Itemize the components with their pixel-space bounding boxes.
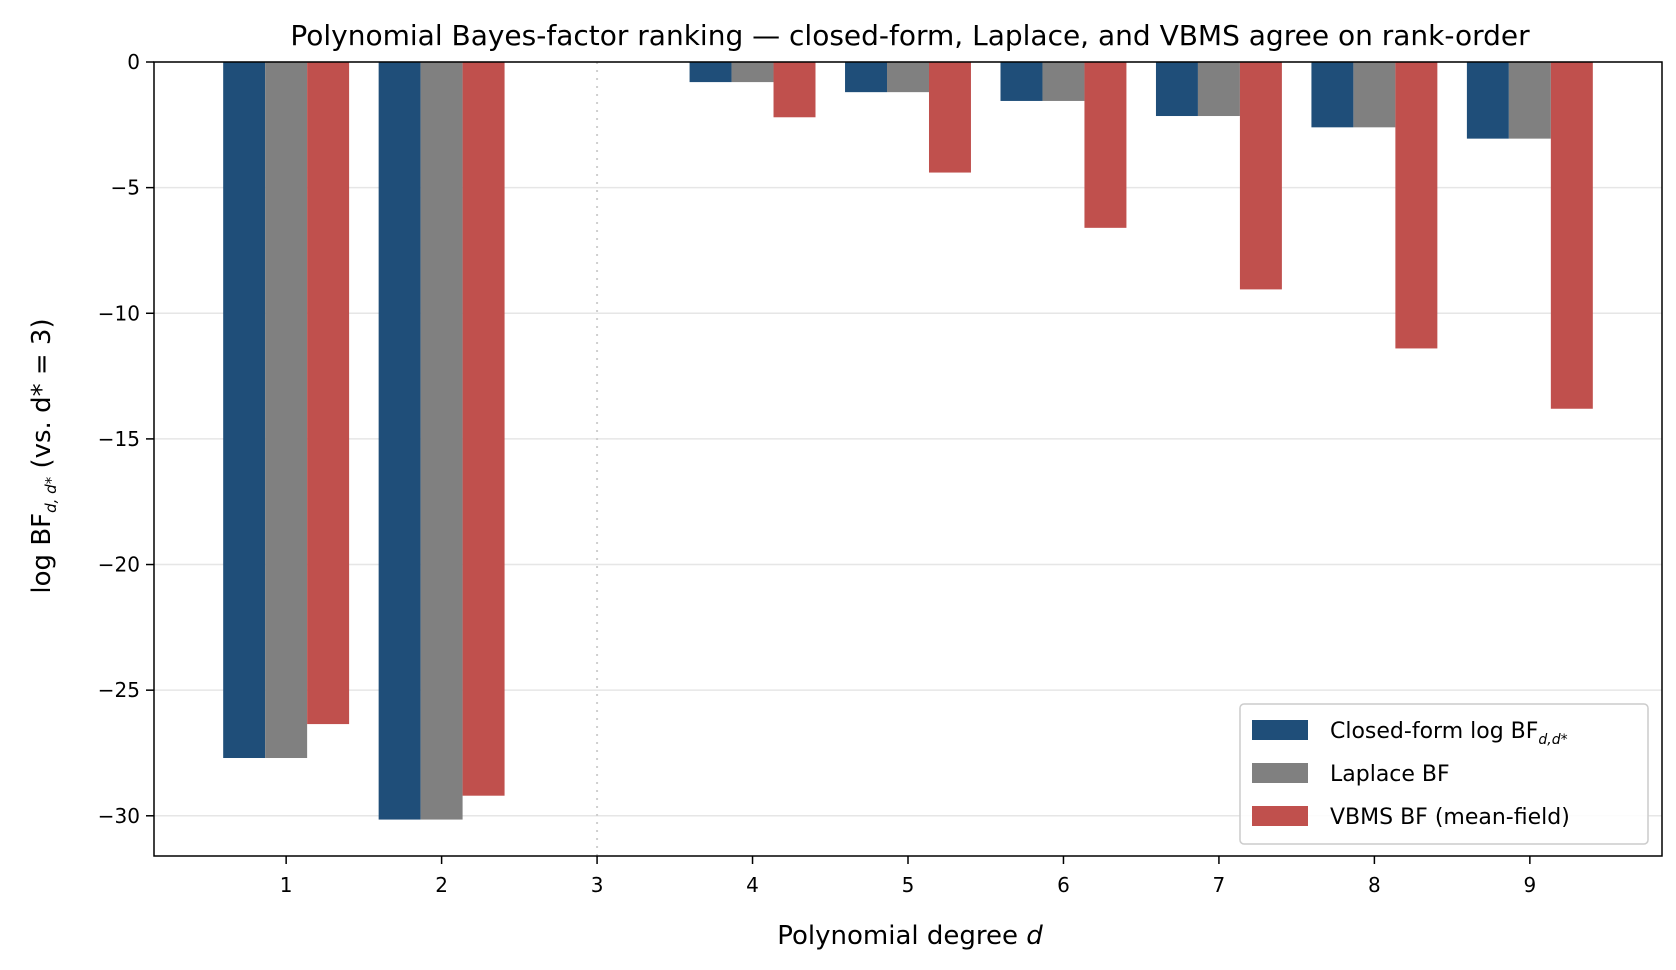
bar-closed-form-d5 bbox=[845, 62, 888, 93]
x-tick-label: 1 bbox=[280, 873, 293, 897]
y-tick-label: 0 bbox=[127, 50, 140, 74]
bars bbox=[223, 62, 1593, 820]
bar-closed-form-d1 bbox=[223, 62, 266, 759]
legend-swatch bbox=[1252, 806, 1308, 826]
x-tick-label: 5 bbox=[902, 873, 915, 897]
x-tick-label: 9 bbox=[1523, 873, 1536, 897]
bar-vbms-d5 bbox=[928, 62, 971, 173]
bar-vbms-d8 bbox=[1395, 62, 1438, 349]
bar-laplace-d8 bbox=[1353, 62, 1396, 128]
legend-frame bbox=[1239, 703, 1649, 845]
y-tick-label: −5 bbox=[111, 176, 140, 200]
legend-entry: Laplace BF bbox=[1330, 762, 1450, 787]
bar-closed-form-d6 bbox=[1000, 62, 1043, 101]
bar-vbms-d2 bbox=[462, 62, 505, 796]
bar-closed-form-d2 bbox=[378, 62, 421, 820]
legend-swatch bbox=[1252, 720, 1308, 740]
y-axis: 0 −5 −10 −15 −20 −25 −30 bbox=[98, 50, 154, 828]
legend: Closed-form log BFd,d* Laplace BF VBMS BF … bbox=[1239, 703, 1649, 845]
bar-closed-form-d4 bbox=[689, 62, 732, 83]
x-tick-label: 8 bbox=[1368, 873, 1381, 897]
bar-vbms-d1 bbox=[307, 62, 350, 725]
legend-swatch bbox=[1252, 763, 1308, 783]
bar-laplace-d5 bbox=[887, 62, 929, 93]
bar-laplace-d7 bbox=[1197, 62, 1240, 117]
y-tick-label: −25 bbox=[98, 678, 140, 702]
bar-closed-form-d7 bbox=[1155, 62, 1198, 117]
bar-vbms-d9 bbox=[1550, 62, 1593, 409]
x-tick-label: 4 bbox=[746, 873, 759, 897]
y-tick-label: −20 bbox=[98, 553, 140, 577]
bar-closed-form-d8 bbox=[1311, 62, 1354, 128]
bar-vbms-d4 bbox=[773, 62, 816, 118]
bar-vbms-d7 bbox=[1239, 62, 1282, 290]
y-tick-label: −30 bbox=[98, 804, 140, 828]
x-axis-label: Polynomial degree d bbox=[777, 921, 1043, 951]
legend-entry: VBMS BF (mean-field) bbox=[1330, 805, 1570, 830]
chart-title: Polynomial Bayes-factor ranking — closed… bbox=[290, 19, 1530, 52]
bar-closed-form-d9 bbox=[1466, 62, 1509, 139]
bar-laplace-d6 bbox=[1042, 62, 1085, 101]
x-tick-label: 7 bbox=[1213, 873, 1226, 897]
x-axis: 1 2 3 4 5 6 7 8 9 bbox=[280, 856, 1536, 897]
x-tick-label: 2 bbox=[435, 873, 448, 897]
bar-laplace-d1 bbox=[265, 62, 308, 759]
bar-laplace-d4 bbox=[731, 62, 774, 83]
bar-laplace-d9 bbox=[1508, 62, 1551, 139]
y-tick-label: −15 bbox=[98, 427, 140, 451]
bar-laplace-d2 bbox=[420, 62, 463, 820]
x-tick-label: 3 bbox=[591, 873, 604, 897]
bar-vbms-d6 bbox=[1084, 62, 1127, 228]
legend-entry: Closed-form log BFd,d* bbox=[1330, 719, 1568, 748]
y-axis-label: log BFd, d* (vs. d* = 3) bbox=[27, 318, 60, 593]
y-tick-label: −10 bbox=[98, 301, 140, 325]
x-tick-label: 6 bbox=[1057, 873, 1070, 897]
